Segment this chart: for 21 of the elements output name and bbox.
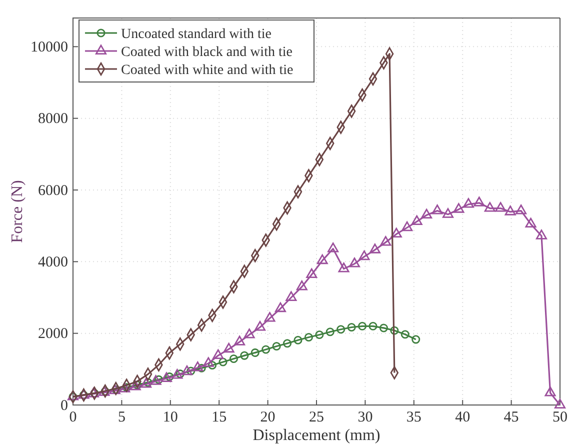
x-tick-label: 30	[358, 410, 373, 426]
y-tick-label: 4000	[38, 254, 68, 270]
y-tick-label: 0	[60, 398, 68, 414]
y-tick-label: 2000	[38, 326, 68, 342]
y-axis-title: Force (N)	[9, 180, 26, 243]
legend-label: Uncoated standard with tie	[121, 27, 272, 42]
x-tick-label: 15	[212, 410, 227, 426]
y-tick-label: 8000	[38, 111, 68, 128]
x-tick-label: 5	[118, 410, 126, 426]
x-tick-label: 50	[552, 410, 568, 426]
x-axis-title: Displacement (mm)	[252, 427, 380, 444]
x-tick-label: 10	[162, 410, 178, 426]
x-tick-label: 40	[455, 410, 470, 426]
x-tick-label: 25	[309, 410, 324, 426]
x-tick-label: 20	[260, 410, 276, 426]
x-tick-label: 35	[406, 410, 422, 426]
y-tick-label: 6000	[38, 182, 68, 199]
x-tick-label: 45	[504, 410, 519, 426]
legend-label: Coated with black and with tie	[121, 45, 292, 60]
legend-label: Coated with white and with tie	[121, 63, 294, 78]
y-tick-label: 10000	[30, 39, 68, 56]
